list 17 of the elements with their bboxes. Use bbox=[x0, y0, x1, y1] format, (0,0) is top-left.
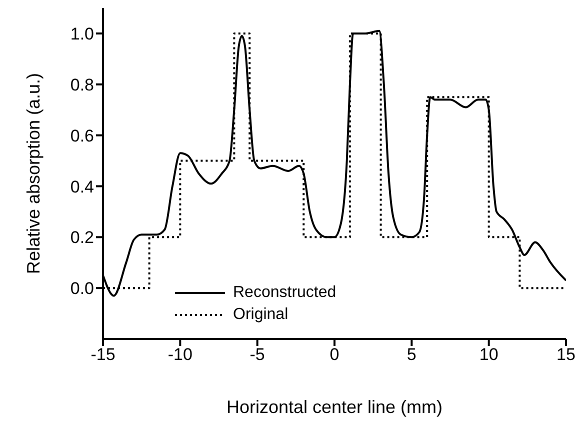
y-tick-label: 1.0 bbox=[70, 24, 94, 44]
y-tick-label: 0.0 bbox=[70, 279, 94, 298]
x-tick-label: 15 bbox=[556, 345, 576, 364]
x-tick-label: 5 bbox=[406, 345, 416, 364]
x-tick-label: -10 bbox=[168, 345, 192, 364]
x-tick-label: -5 bbox=[250, 345, 265, 364]
x-tick-label: -15 bbox=[90, 345, 116, 364]
y-tick-label: 0.2 bbox=[70, 228, 94, 248]
y-tick-label: 0.6 bbox=[70, 126, 94, 146]
x-tick-label: 0 bbox=[330, 345, 340, 364]
y-tick-label: 0.8 bbox=[70, 75, 94, 94]
y-tick-label: 0.4 bbox=[70, 177, 94, 196]
x-axis-title: Horizontal center line (mm) bbox=[226, 397, 443, 417]
legend-label: Original bbox=[233, 306, 288, 324]
y-axis-title: Relative absorption (a.u.) bbox=[23, 72, 44, 274]
x-tick-label: 10 bbox=[479, 345, 498, 364]
legend-label: Reconstructed bbox=[233, 284, 336, 302]
